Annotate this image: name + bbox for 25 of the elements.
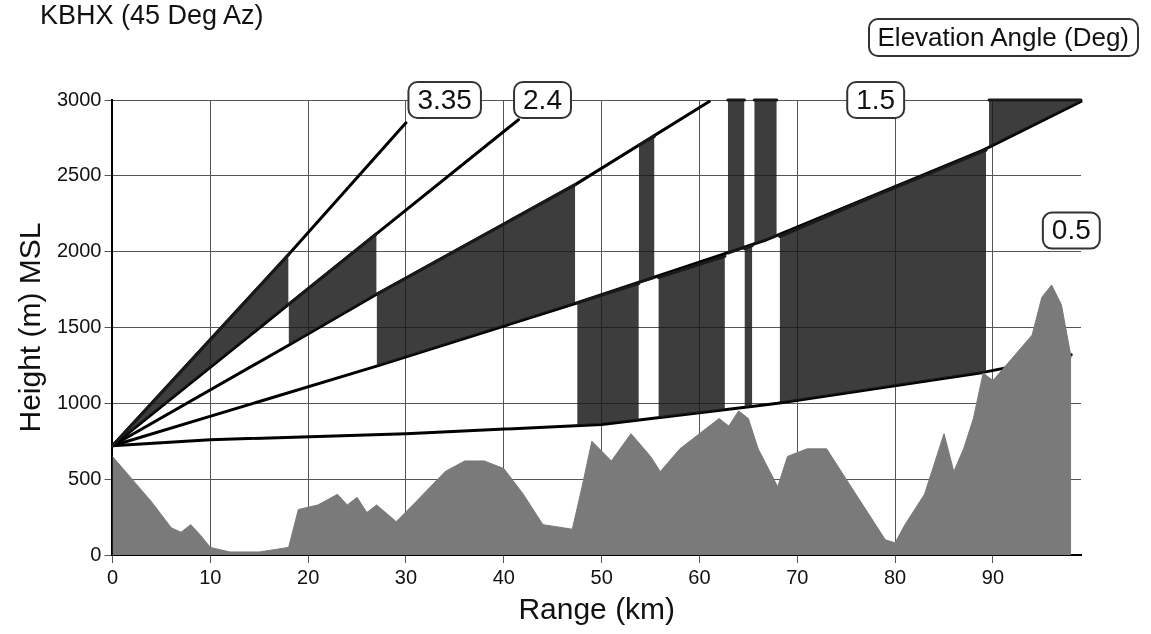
x-tick-label: 60 [688, 565, 711, 588]
y-tick-label: 500 [68, 466, 102, 489]
chart-title: KBHX (45 Deg Az) [40, 0, 264, 31]
text: Elevation Angle (Deg) [867, 18, 1139, 57]
x-tick-label: 80 [884, 565, 907, 588]
x-tick-label: 20 [297, 565, 320, 588]
y-tick-label: 0 [90, 542, 102, 565]
x-axis-title: Range (km) [518, 592, 676, 626]
x-tick-label: 70 [786, 565, 809, 588]
annotation: 1.5 [856, 83, 896, 115]
y-axis-title: Height (m) MSL [13, 222, 47, 433]
y-tick-label: 2000 [56, 239, 102, 262]
annotation: 0.5 [1051, 214, 1091, 246]
y-tick-label: 1500 [56, 315, 102, 338]
annotation: 3.35 [417, 83, 472, 115]
y-tick-label: 3000 [56, 87, 102, 110]
x-tick-label: 40 [492, 565, 515, 588]
x-tick-label: 90 [981, 565, 1005, 588]
x-tick-label: 30 [394, 565, 418, 588]
x-tick-label: 10 [199, 565, 222, 588]
x-tick-label: 50 [590, 565, 613, 588]
y-tick-label: 2500 [56, 163, 102, 186]
x-tick-label: 0 [106, 565, 119, 588]
annotation: 2.4 [523, 83, 562, 115]
y-tick-label: 1000 [56, 390, 102, 413]
